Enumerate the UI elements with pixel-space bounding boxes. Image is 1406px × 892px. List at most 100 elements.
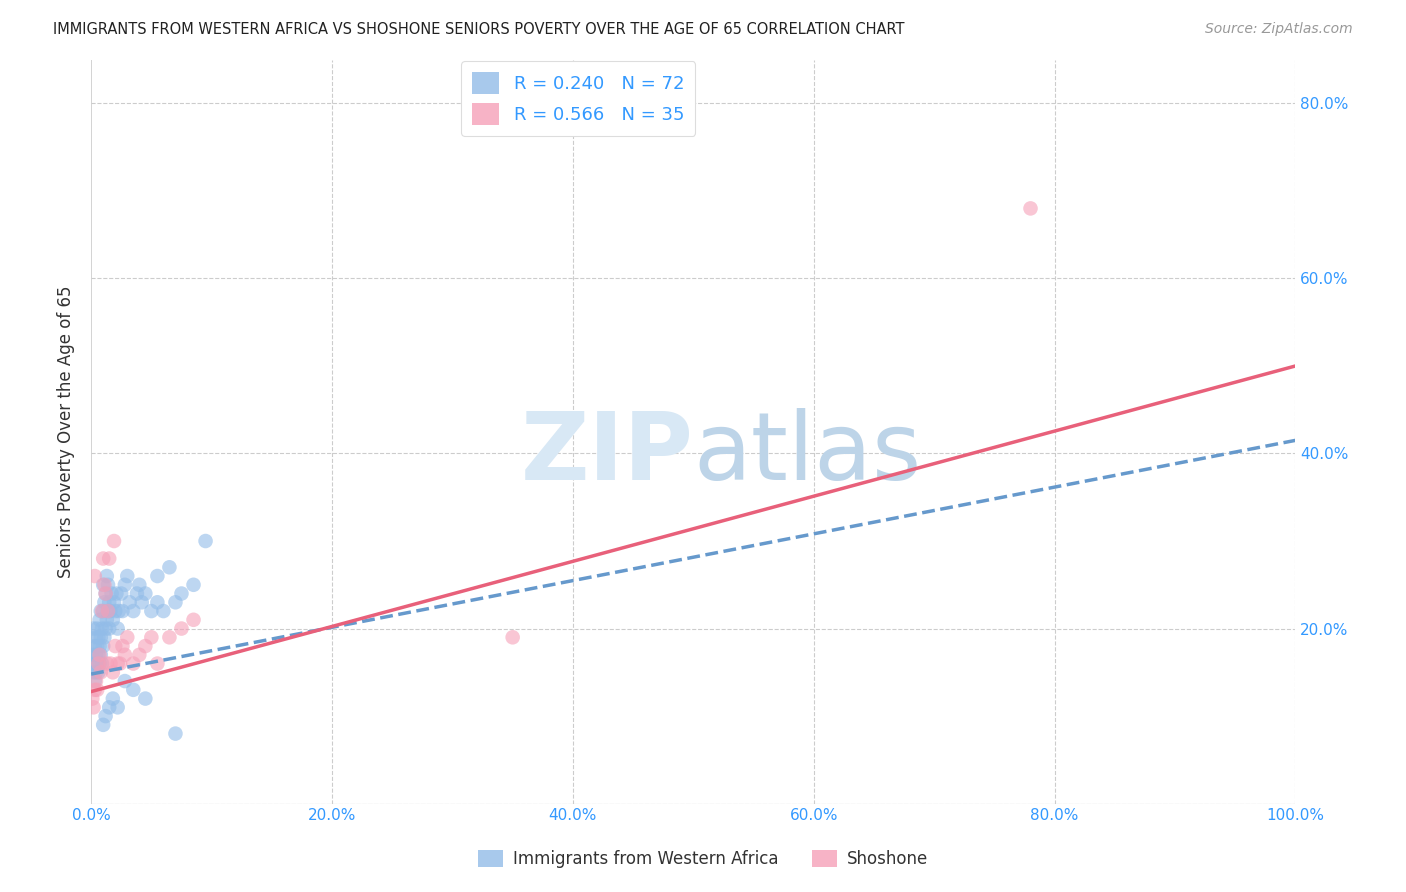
Point [89,648,111,662]
Point [502,630,524,644]
Point [100,657,122,671]
Point [100,586,122,600]
Point [91,604,114,618]
Point [98,622,121,636]
Point [125,586,148,600]
Point [146,595,169,609]
Point [87,657,110,671]
Point [100,604,122,618]
Point [94,709,117,723]
Point [118,595,141,609]
Point [194,534,217,549]
Point [93,630,115,644]
Point [107,657,129,671]
Point [91,551,114,566]
Point [141,630,163,644]
Point [122,604,145,618]
Point [83,700,105,714]
Point [91,604,114,618]
Point [96,569,118,583]
Point [159,560,181,574]
Point [94,586,117,600]
Point [159,630,181,644]
Point [84,674,107,689]
Point [122,682,145,697]
Point [87,630,110,644]
Point [91,578,114,592]
Point [117,630,139,644]
Point [141,604,163,618]
Point [83,622,105,636]
Point [170,586,193,600]
Point [84,630,107,644]
Point [101,613,124,627]
Point [90,648,112,662]
Point [91,622,114,636]
Point [114,674,136,689]
Text: ZIP: ZIP [520,408,693,500]
Point [122,657,145,671]
Point [83,682,105,697]
Point [90,665,112,680]
Point [170,622,193,636]
Point [86,657,108,671]
Point [111,639,134,653]
Point [90,630,112,644]
Point [90,604,112,618]
Point [98,551,121,566]
Point [97,604,120,618]
Point [93,578,115,592]
Point [128,648,150,662]
Point [83,657,105,671]
Point [101,665,124,680]
Point [110,586,132,600]
Point [97,578,120,592]
Point [165,595,187,609]
Text: IMMIGRANTS FROM WESTERN AFRICA VS SHOSHONE SENIORS POVERTY OVER THE AGE OF 65 CO: IMMIGRANTS FROM WESTERN AFRICA VS SHOSHO… [53,22,905,37]
Point [83,569,105,583]
Point [128,578,150,592]
Point [89,613,111,627]
Point [146,657,169,671]
Point [152,604,174,618]
Point [84,648,107,662]
Point [84,665,107,680]
Point [107,700,129,714]
Point [183,613,205,627]
Point [87,665,110,680]
Point [107,622,129,636]
Point [86,682,108,697]
Point [104,639,127,653]
Point [105,586,128,600]
Point [134,691,156,706]
Point [165,726,187,740]
Point [117,569,139,583]
Point [103,534,125,549]
Point [94,622,117,636]
Legend: Immigrants from Western Africa, Shoshone: Immigrants from Western Africa, Shoshone [471,843,935,875]
Point [83,665,105,680]
Point [103,595,125,609]
Point [91,639,114,653]
Point [86,639,108,653]
Text: Source: ZipAtlas.com: Source: ZipAtlas.com [1205,22,1353,37]
Point [83,674,105,689]
Point [114,648,136,662]
Point [98,700,121,714]
Point [83,639,105,653]
Point [94,586,117,600]
Point [111,604,134,618]
Point [134,586,156,600]
Point [98,595,121,609]
Point [82,691,104,706]
Point [86,622,108,636]
Point [96,657,118,671]
Point [108,657,131,671]
Point [93,595,115,609]
Point [101,691,124,706]
Point [108,604,131,618]
Point [1019,202,1042,216]
Point [89,639,111,653]
Point [91,718,114,732]
Text: atlas: atlas [693,408,921,500]
